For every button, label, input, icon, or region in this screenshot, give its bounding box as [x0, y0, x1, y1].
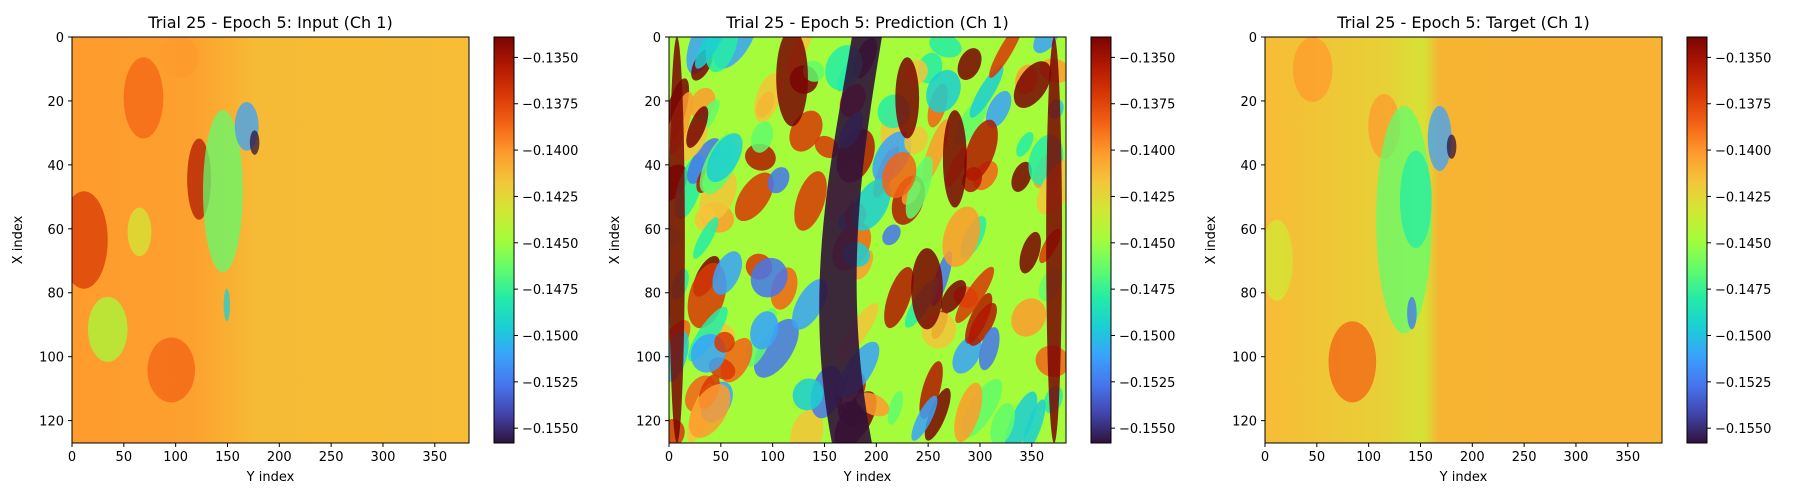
y-tick-label: 60: [1240, 223, 1257, 238]
colorbar-tick-label: −0.1425: [1119, 190, 1175, 205]
y-tick-label: 0: [1249, 31, 1257, 46]
x-tick-label: 300: [1564, 450, 1589, 465]
x-axis-label: Y index: [246, 470, 295, 485]
colorbar-tick-label: −0.1550: [522, 422, 578, 437]
x-tick-label: 0: [665, 450, 673, 465]
y-tick-label: 40: [644, 159, 661, 174]
heatmap-field: [72, 37, 469, 443]
y-axis-label: X index: [1204, 215, 1219, 264]
colorbar-tick-label: −0.1400: [1715, 144, 1771, 159]
heatmap-panel-2: Trial 25 - Epoch 5: Prediction (Ch 1) 0 50…: [608, 13, 1175, 485]
x-tick-label: 200: [267, 450, 292, 465]
x-tick-label: 150: [1408, 450, 1433, 465]
colorbar-tick-label: −0.1350: [522, 51, 578, 66]
x-tick-label: 0: [1261, 450, 1269, 465]
y-tick-label: 100: [1232, 351, 1257, 366]
colorbar-tick-label: −0.1500: [1119, 329, 1175, 344]
y-tick-label: 60: [644, 223, 661, 238]
chart-title: Trial 25 - Epoch 5: Input (Ch 1): [147, 13, 392, 32]
y-tick-label: 20: [644, 95, 661, 110]
colorbar-tick-label: −0.1450: [522, 237, 578, 252]
axes-frame: [71, 36, 470, 444]
y-tick-label: 20: [1240, 95, 1257, 110]
y-tick-label: 60: [47, 223, 64, 238]
x-tick-label: 50: [1309, 450, 1326, 465]
colorbar-tick-label: −0.1375: [522, 98, 578, 113]
y-tick-label: 100: [39, 351, 64, 366]
y-tick-label: 40: [47, 159, 64, 174]
x-tick-label: 300: [968, 450, 993, 465]
colorbar: [493, 36, 515, 444]
colorbar-tick-label: −0.1475: [522, 283, 578, 298]
colorbar-tick-label: −0.1375: [1119, 98, 1175, 113]
colorbar-tick-label: −0.1450: [1715, 237, 1771, 252]
y-tick-label: 120: [636, 415, 661, 430]
colorbar-tick-label: −0.1400: [522, 144, 578, 159]
colorbar-tick-label: −0.1400: [1119, 144, 1175, 159]
x-tick-label: 200: [1460, 450, 1485, 465]
x-tick-label: 200: [864, 450, 889, 465]
y-tick-label: 80: [644, 287, 661, 302]
heatmap-panel-1: Trial 25 - Epoch 5: Input (Ch 1) 0 50 100 15…: [11, 13, 578, 485]
y-tick-label: 120: [1232, 415, 1257, 430]
x-tick-label: 100: [1356, 450, 1381, 465]
colorbar-tick-label: −0.1475: [1119, 283, 1175, 298]
axes-frame: [668, 36, 1067, 444]
y-tick-label: 0: [56, 31, 64, 46]
y-axis-label: X index: [608, 215, 623, 264]
x-tick-label: 350: [1615, 450, 1640, 465]
colorbar-tick-label: −0.1375: [1715, 98, 1771, 113]
x-tick-label: 0: [68, 450, 76, 465]
colorbar-tick-label: −0.1425: [522, 190, 578, 205]
heatmap-field: [1265, 37, 1662, 443]
x-axis-label: Y index: [843, 470, 892, 485]
x-tick-label: 350: [422, 450, 447, 465]
x-tick-label: 100: [760, 450, 785, 465]
axes-frame: [1264, 36, 1663, 444]
colorbar-tick-label: −0.1525: [522, 376, 578, 391]
y-tick-label: 120: [39, 415, 64, 430]
y-tick-label: 80: [47, 287, 64, 302]
x-tick-label: 50: [116, 450, 133, 465]
colorbar-tick-label: −0.1475: [1715, 283, 1771, 298]
colorbar-tick-label: −0.1450: [1119, 237, 1175, 252]
colorbar-tick-label: −0.1525: [1119, 376, 1175, 391]
x-tick-label: 150: [812, 450, 837, 465]
y-tick-label: 100: [636, 351, 661, 366]
heatmap-field: [669, 37, 1066, 443]
chart-title: Trial 25 - Epoch 5: Prediction (Ch 1): [725, 13, 1008, 32]
x-tick-label: 300: [371, 450, 396, 465]
heatmap-panel-3: Trial 25 - Epoch 5: Target (Ch 1) 0 50 100 1…: [1204, 13, 1771, 485]
y-axis-label: X index: [11, 215, 26, 264]
y-tick-label: 20: [47, 95, 64, 110]
x-tick-label: 250: [916, 450, 941, 465]
x-tick-label: 350: [1019, 450, 1044, 465]
chart-title: Trial 25 - Epoch 5: Target (Ch 1): [1336, 13, 1589, 32]
y-tick-label: 0: [653, 31, 661, 46]
colorbar-tick-label: −0.1350: [1715, 51, 1771, 66]
colorbar-tick-label: −0.1550: [1119, 422, 1175, 437]
colorbar-tick-label: −0.1350: [1119, 51, 1175, 66]
colorbar-tick-label: −0.1550: [1715, 422, 1771, 437]
colorbar-tick-label: −0.1500: [1715, 329, 1771, 344]
x-tick-label: 150: [215, 450, 240, 465]
y-tick-label: 40: [1240, 159, 1257, 174]
x-tick-label: 250: [319, 450, 344, 465]
colorbar-tick-label: −0.1525: [1715, 376, 1771, 391]
colorbar-tick-label: −0.1425: [1715, 190, 1771, 205]
x-tick-label: 250: [1512, 450, 1537, 465]
x-tick-label: 100: [163, 450, 188, 465]
y-tick-label: 80: [1240, 287, 1257, 302]
colorbar-tick-label: −0.1500: [522, 329, 578, 344]
colorbar: [1090, 36, 1112, 444]
x-axis-label: Y index: [1439, 470, 1488, 485]
x-tick-label: 50: [713, 450, 730, 465]
colorbar: [1686, 36, 1708, 444]
